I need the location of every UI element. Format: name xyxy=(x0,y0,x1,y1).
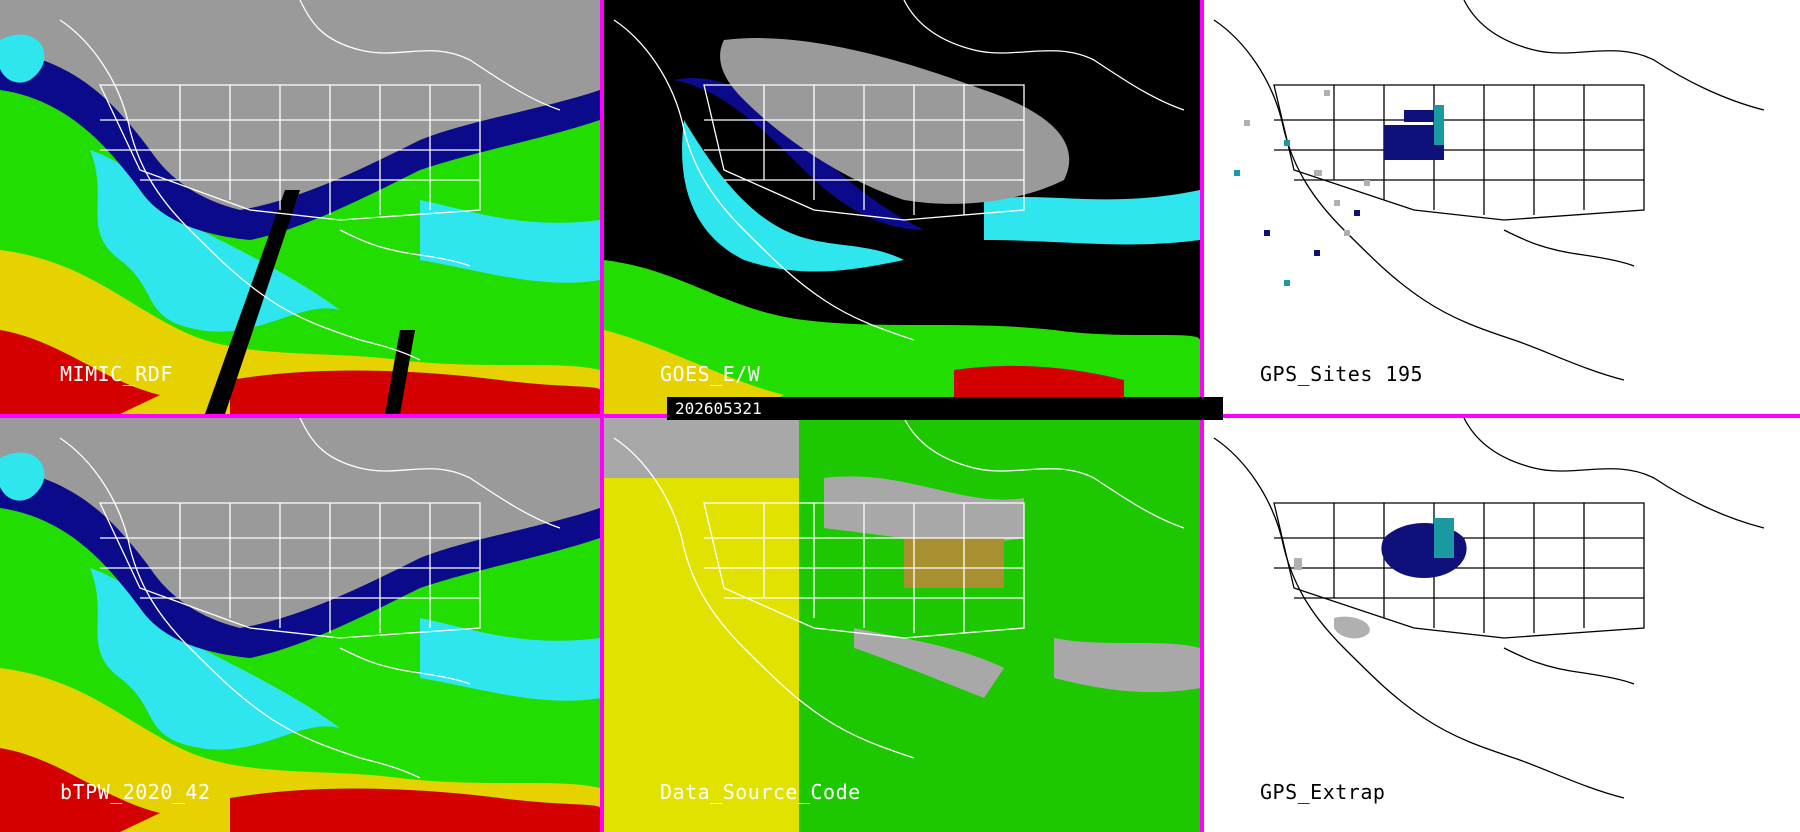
btpw-map xyxy=(0,418,600,832)
data-source-panel: Data_Source_Code xyxy=(604,418,1200,832)
gps-sites-panel: GPS_Sites 195 xyxy=(1204,0,1800,414)
swath-gap-2 xyxy=(385,330,415,414)
mimic-rdf-panel: MIMIC_RDF xyxy=(0,0,600,414)
gps-extrap-label: GPS_Extrap xyxy=(1260,780,1386,804)
data-source-map xyxy=(604,418,1200,832)
tpw-red-west xyxy=(0,330,160,414)
coastlines-and-borders xyxy=(59,0,561,361)
gps-sites-map xyxy=(1204,0,1800,414)
gps-site-markers xyxy=(1234,90,1444,286)
goes-map xyxy=(604,0,1200,414)
mimic-rdf-map xyxy=(0,0,600,414)
btpw-panel: bTPW_2020_42 xyxy=(0,418,600,832)
mimic-rdf-label: MIMIC_RDF xyxy=(60,362,173,386)
tpw-cyan-atlantic xyxy=(420,200,600,283)
gps-extrap-fields xyxy=(1294,518,1467,639)
swath-gap-1 xyxy=(205,190,300,414)
data-source-label: Data_Source_Code xyxy=(660,780,861,804)
goes-cyan-atlantic xyxy=(984,190,1200,245)
gps-site-count: 195 xyxy=(1385,362,1424,386)
btpw-label: bTPW_2020_42 xyxy=(60,780,211,804)
goes-cyan-pacific xyxy=(682,120,904,272)
tpw-yellow-band xyxy=(0,250,600,414)
goes-label: GOES_E/W xyxy=(660,362,761,386)
timestamp-bar: 202605321 xyxy=(667,397,1223,420)
gps-sites-coastlines-and-borders xyxy=(1213,0,1765,381)
gps-extrap-panel: GPS_Extrap xyxy=(1204,418,1800,832)
goes-blue-band xyxy=(674,78,924,230)
gps-sites-label: GPS_Sites 195 xyxy=(1260,362,1423,386)
gps-extrap-map xyxy=(1204,418,1800,832)
pacific-low-swirl xyxy=(0,34,45,83)
gps-sites-label-text: GPS_Sites xyxy=(1260,362,1373,386)
goes-panel: GOES_E/W xyxy=(604,0,1200,414)
goes-yellow-west xyxy=(604,330,784,414)
tpw-red-south xyxy=(230,370,600,414)
goes-gray-clear-sky xyxy=(720,38,1070,204)
goes-coastlines-and-borders xyxy=(613,0,1185,341)
